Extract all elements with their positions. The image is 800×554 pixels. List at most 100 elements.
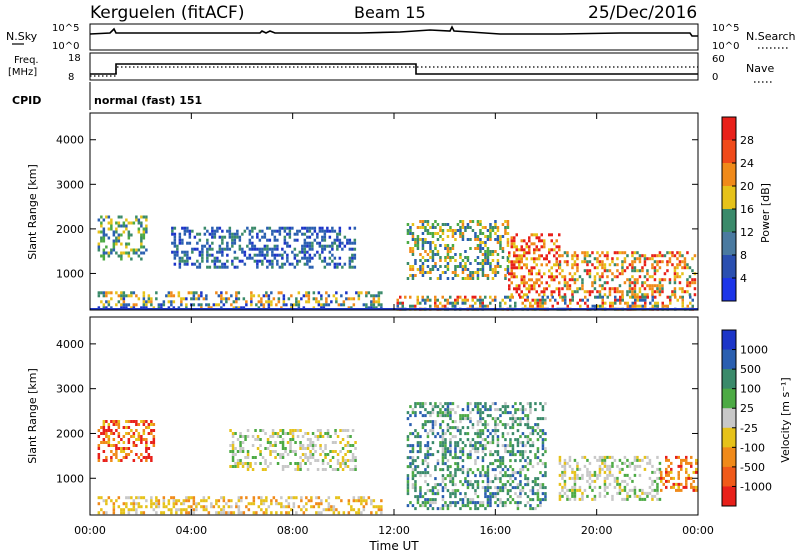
- vel-cell: [660, 470, 663, 474]
- vel-cell: [692, 485, 695, 489]
- power-cell: [112, 233, 116, 237]
- vel-cell: [544, 486, 547, 490]
- vel-cell: [471, 447, 475, 451]
- power-cell: [172, 306, 176, 310]
- vel-cell: [426, 435, 430, 439]
- vel-cell: [466, 480, 470, 484]
- vel-cell: [603, 461, 607, 465]
- vel-cell: [332, 505, 336, 509]
- power-cell: [145, 303, 148, 307]
- power-cell: [494, 226, 497, 229]
- power-cell: [135, 215, 138, 219]
- power-cell: [668, 278, 672, 282]
- vel-cell: [680, 488, 683, 492]
- power-cell: [658, 254, 662, 258]
- vel-cell: [476, 435, 480, 439]
- power-cell: [588, 269, 592, 273]
- power-cell: [97, 291, 101, 295]
- power-cell: [584, 301, 587, 305]
- vel-cell: [300, 508, 303, 512]
- vel-cell: [341, 447, 345, 450]
- power-cell: [127, 230, 131, 234]
- power-cell: [639, 295, 642, 299]
- vel-cell: [466, 405, 470, 409]
- power-cell: [496, 271, 500, 274]
- vel-cell: [479, 402, 482, 406]
- power-cell: [504, 268, 507, 271]
- vel-cell: [494, 474, 497, 478]
- vel-cell: [246, 465, 250, 468]
- power-cell: [231, 238, 234, 242]
- vel-cell: [421, 459, 425, 463]
- vel-cell: [499, 498, 502, 502]
- power-cell: [212, 303, 216, 307]
- vel-cell: [125, 447, 128, 450]
- power-cell: [317, 303, 321, 307]
- vel-cell: [406, 489, 410, 493]
- power-cell: [102, 254, 106, 258]
- vel-cell: [449, 492, 452, 496]
- power-cell: [232, 306, 236, 310]
- power-cell: [333, 229, 337, 233]
- vel-cell: [424, 501, 427, 505]
- vel-cell: [499, 420, 502, 424]
- vel-cell: [426, 420, 430, 424]
- power-cell: [479, 268, 482, 271]
- power-cell: [484, 241, 487, 244]
- power-cell: [157, 306, 161, 310]
- vel-cell: [603, 479, 607, 483]
- power-cell: [301, 256, 304, 260]
- power-cell: [409, 247, 412, 250]
- power-cell: [241, 232, 244, 236]
- vel-cell: [456, 468, 460, 472]
- power-cell: [331, 244, 334, 248]
- vel-cell: [449, 504, 452, 508]
- power-cell: [100, 291, 103, 295]
- power-cell: [638, 269, 642, 273]
- vel-cell: [501, 474, 505, 478]
- power-cell: [181, 256, 184, 260]
- power-cell: [691, 257, 694, 261]
- vel-cell: [152, 502, 156, 506]
- power-cell: [481, 247, 485, 250]
- power-cell: [496, 235, 500, 238]
- vel-cell: [481, 501, 485, 505]
- power-cell: [461, 298, 464, 302]
- power-cell: [268, 247, 272, 251]
- vel-cell: [616, 476, 619, 480]
- power-cell: [173, 244, 177, 248]
- vel-cell: [240, 496, 243, 500]
- power-cell: [300, 297, 303, 301]
- power-cell: [243, 253, 247, 257]
- power-cell: [250, 294, 253, 298]
- power-cell: [456, 223, 460, 226]
- power-cell: [147, 300, 151, 304]
- vel-cell: [596, 458, 599, 462]
- vel-cell: [466, 483, 470, 487]
- vel-cell: [277, 502, 281, 506]
- vel-cell: [469, 501, 472, 505]
- power-cell: [439, 277, 442, 280]
- power-cell: [446, 250, 450, 253]
- colorbar-tick-label: -25: [740, 422, 758, 435]
- power-cell: [471, 229, 475, 232]
- power-cell: [444, 298, 447, 302]
- vel-cell: [122, 456, 126, 459]
- power-cell: [137, 227, 141, 231]
- vel-cell: [541, 405, 545, 409]
- vel-cell: [240, 499, 243, 503]
- power-cell: [431, 223, 435, 226]
- vel-cell: [285, 499, 288, 503]
- vel-cell: [449, 432, 452, 436]
- vel-cell: [598, 458, 602, 462]
- vel-cell: [284, 447, 287, 450]
- vel-cell: [506, 432, 510, 436]
- vel-cell: [370, 511, 373, 515]
- power-cell: [298, 259, 302, 263]
- power-cell: [301, 232, 304, 236]
- vel-cell: [296, 462, 300, 465]
- power-cell: [223, 262, 227, 266]
- power-cell: [251, 247, 254, 251]
- power-cell: [416, 301, 419, 305]
- vel-cell: [695, 458, 698, 462]
